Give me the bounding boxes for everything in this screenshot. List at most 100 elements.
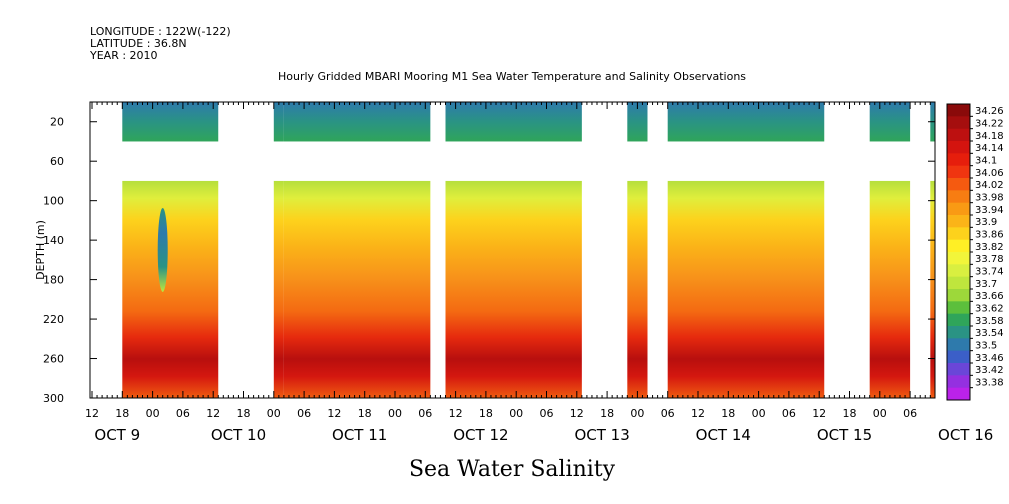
x-day-label: OCT 14 (696, 426, 751, 444)
colorbar-swatch (947, 202, 970, 216)
colorbar-swatch (947, 326, 970, 339)
y-tick-label: 260 (43, 353, 64, 366)
axes: 20 60 100 140 180 220 260 300 12 18 00 06 12 18 00 06 12… (43, 101, 993, 444)
colorbar-label: 33.98 (975, 193, 1004, 204)
plot-area (90, 102, 935, 398)
x-day-label: OCT 10 (211, 426, 266, 444)
x-hour-label: 18 (237, 407, 251, 420)
bottom-label: Sea Water Salinity (409, 457, 616, 482)
x-hour-label: 12 (570, 407, 584, 420)
x-hour-label: 00 (388, 407, 402, 420)
colorbar-swatch (947, 313, 970, 327)
colorbar-swatch (947, 141, 970, 154)
colorbar-label: 33.62 (975, 304, 1004, 315)
colorbar: 34.2634.2234.1834.1434.134.0634.0233.983… (946, 103, 1004, 401)
depth-band (273, 180, 284, 398)
data-segment (667, 102, 825, 398)
x-hour-label: 12 (812, 407, 826, 420)
colorbar-swatch (947, 338, 970, 352)
colorbar-swatch (947, 350, 970, 364)
surface-band (273, 102, 284, 142)
colorbar-swatch (947, 215, 970, 228)
colorbar-swatch (947, 289, 970, 302)
x-day-label: OCT 11 (332, 426, 387, 444)
colorbar-label: 33.82 (975, 242, 1004, 253)
latitude-label: LATITUDE : 36.8N (90, 37, 187, 50)
data-segment (283, 102, 431, 398)
colorbar-label: 33.58 (975, 316, 1004, 327)
x-hour-label: 18 (843, 407, 857, 420)
colorbar-label: 34.06 (975, 168, 1004, 179)
colorbar-label: 34.22 (975, 119, 1004, 130)
colorbar-label: 34.1 (975, 156, 997, 167)
x-hour-label: 00 (267, 407, 281, 420)
longitude-label: LONGITUDE : 122W(-122) (90, 25, 231, 38)
colorbar-label: 34.02 (975, 180, 1004, 191)
x-hour-label: 18 (721, 407, 735, 420)
x-hour-label: 00 (630, 407, 644, 420)
colorbar-swatch (947, 190, 970, 204)
colorbar-label: 33.46 (975, 353, 1004, 364)
data-segment (273, 102, 284, 398)
x-hour-label: 18 (479, 407, 493, 420)
colorbar-swatch (947, 165, 970, 179)
colorbar-label: 34.14 (975, 143, 1004, 154)
y-tick-label: 20 (50, 116, 64, 129)
x-hour-label: 00 (752, 407, 766, 420)
x-hour-label: 00 (873, 407, 887, 420)
colorbar-label: 33.66 (975, 291, 1004, 302)
colorbar-swatch (947, 375, 970, 389)
y-tick-label: 100 (43, 195, 64, 208)
x-hour-label: 12 (85, 407, 99, 420)
colorbar-swatch (947, 301, 970, 315)
depth-band (283, 180, 431, 398)
x-hour-label: 06 (176, 407, 190, 420)
depth-band (627, 180, 648, 398)
x-day-label: OCT 13 (574, 426, 629, 444)
colorbar-label: 33.42 (975, 365, 1004, 376)
colorbar-swatch (947, 239, 970, 253)
x-hour-label: 12 (449, 407, 463, 420)
depth-band (445, 180, 582, 398)
x-hour-label: 00 (146, 407, 160, 420)
chart-title: Hourly Gridded MBARI Mooring M1 Sea Wate… (278, 70, 746, 83)
x-day-label: OCT 16 (938, 426, 993, 444)
data-segment (445, 102, 582, 398)
x-hour-label: 18 (115, 407, 129, 420)
x-day-label: OCT 9 (94, 426, 140, 444)
x-hour-label: 06 (418, 407, 432, 420)
surface-band (667, 102, 825, 142)
surface-band (445, 102, 582, 142)
colorbar-swatch (947, 178, 970, 191)
colorbar-swatch (947, 227, 970, 241)
colorbar-label: 34.26 (975, 106, 1004, 117)
x-hour-label: 12 (691, 407, 705, 420)
data-segment (627, 102, 648, 398)
colorbar-label: 33.5 (975, 341, 997, 352)
data-segment (122, 102, 219, 398)
y-tick-label: 220 (43, 313, 64, 326)
colorbar-swatch (947, 387, 970, 401)
colorbar-label: 33.74 (975, 267, 1004, 278)
surface-band (869, 102, 911, 142)
surface-band (122, 102, 219, 142)
x-hour-label: 00 (509, 407, 523, 420)
x-hour-label: 06 (782, 407, 796, 420)
colorbar-swatch (947, 116, 970, 130)
x-hour-label: 12 (206, 407, 220, 420)
colorbar-swatch (947, 276, 970, 290)
depth-band (930, 180, 935, 398)
x-day-label: OCT 15 (817, 426, 872, 444)
low-salinity-tongue (157, 208, 168, 292)
colorbar-swatch (947, 252, 970, 265)
depth-band (667, 180, 825, 398)
depth-band (869, 180, 911, 398)
colorbar-swatch (947, 363, 970, 376)
colorbar-swatch (947, 153, 970, 167)
x-day-label: OCT 12 (453, 426, 508, 444)
colorbar-swatch (947, 128, 970, 142)
year-label: YEAR : 2010 (89, 49, 158, 62)
x-hour-label: 06 (661, 407, 675, 420)
colorbar-label: 33.7 (975, 279, 997, 290)
